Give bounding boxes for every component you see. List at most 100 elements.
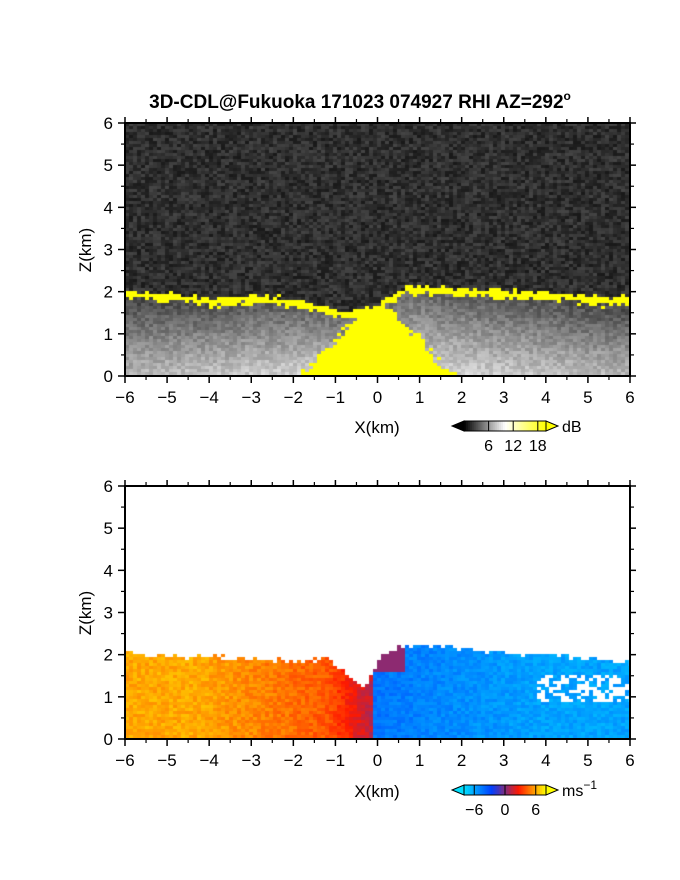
colorbar-segment [525, 785, 529, 795]
colorbar-segment [492, 785, 496, 795]
y-tick-label: 6 [104, 114, 113, 133]
x-tick-label: −3 [242, 751, 261, 770]
colorbar-segment [505, 421, 508, 431]
colorbar-tick-label: 6 [531, 802, 540, 819]
colorbar-segment [468, 421, 471, 431]
colorbar-segment [537, 421, 541, 431]
colorbar-segment [482, 421, 485, 431]
velocity-ticks: −6 −5 −4 −3 −2 −1 0 1 2 3 4 5 6 0 1 2 3 4 5 6 [104, 477, 636, 770]
velocity-colorbar: −6 0 6 ms−1 [450, 778, 597, 819]
x-tick-label: 5 [583, 751, 592, 770]
colorbar-low-arrow [450, 420, 465, 432]
colorbar-segment [482, 785, 485, 795]
colorbar-tick-label: 12 [504, 438, 522, 455]
colorbar-segment [480, 421, 483, 431]
y-tick-label: 0 [104, 367, 113, 386]
colorbar-segment [498, 421, 502, 431]
x-tick-label: −1 [326, 388, 345, 407]
colorbar-segment [488, 785, 492, 795]
colorbar-segment [541, 785, 545, 795]
colorbar-tick-label: −6 [465, 802, 483, 819]
colorbar-segment [500, 785, 504, 795]
colorbar-tick-label: 18 [529, 438, 547, 455]
colorbar-segment [531, 421, 535, 431]
colorbar-segment [500, 421, 504, 431]
colorbar-segment [537, 785, 541, 795]
colorbar-segment [505, 785, 508, 795]
colorbar-segment [474, 785, 477, 795]
colorbar-segment [486, 421, 490, 431]
velocity-xlabel: X(km) [354, 782, 399, 801]
x-tick-label: 6 [625, 388, 634, 407]
y-tick-label: 4 [104, 561, 113, 580]
colorbar-segment [484, 421, 488, 431]
colorbar-segment [476, 421, 479, 431]
y-tick-label: 1 [104, 688, 113, 707]
x-tick-label: −1 [326, 751, 345, 770]
x-tick-label: 2 [457, 751, 466, 770]
colorbar-segment [517, 785, 520, 795]
colorbar-segment [509, 785, 512, 795]
x-tick-label: 1 [415, 751, 424, 770]
colorbar-segment [533, 785, 537, 795]
x-tick-label: −3 [242, 388, 261, 407]
colorbar-segment [502, 785, 506, 795]
colorbar-tick-label: 6 [484, 438, 493, 455]
y-tick-label: 3 [104, 604, 113, 623]
x-tick-label: 1 [415, 388, 424, 407]
colorbar-segment [502, 421, 506, 431]
colorbar-segment [478, 785, 481, 795]
colorbar-high-arrow [545, 784, 560, 796]
colorbar-frame [463, 420, 547, 432]
figure-title: 3D-CDL@Fukuoka 171023 074927 RHI AZ=292o [149, 89, 571, 113]
colorbar-segment [535, 785, 539, 795]
x-tick-label: 6 [625, 751, 634, 770]
colorbar-segment [472, 785, 475, 795]
colorbar-segment [513, 421, 516, 431]
colorbar-segment [466, 421, 469, 431]
colorbar-segment [478, 421, 481, 431]
colorbar-segment [525, 421, 529, 431]
colorbar-tick-label: 0 [501, 802, 510, 819]
colorbar-segment [498, 785, 502, 795]
colorbar-segment [474, 421, 477, 431]
colorbar-segment [507, 785, 510, 795]
x-tick-label: 4 [541, 751, 550, 770]
y-tick-label: 5 [104, 519, 113, 538]
colorbar-segment [539, 421, 543, 431]
colorbar-segment [484, 785, 488, 795]
x-tick-label: 0 [373, 751, 382, 770]
colorbar-segment [543, 785, 547, 795]
colorbar-segment [490, 421, 494, 431]
x-tick-label: −5 [157, 388, 176, 407]
y-tick-label: 0 [104, 730, 113, 749]
reflectivity-xlabel: X(km) [354, 418, 399, 437]
x-tick-label: −5 [157, 751, 176, 770]
colorbar-segment [515, 421, 518, 431]
colorbar-segment [523, 785, 526, 795]
colorbar-segment [533, 421, 537, 431]
colorbar-segment [494, 421, 498, 431]
colorbar-segment [513, 785, 516, 795]
x-tick-label: 4 [541, 388, 550, 407]
colorbar-segment [527, 421, 531, 431]
colorbar-segment [543, 421, 547, 431]
colorbar-segment [507, 421, 510, 431]
colorbar-segment [521, 785, 524, 795]
colorbar-low-arrow [450, 784, 465, 796]
colorbar-segment [472, 421, 475, 431]
colorbar-segment [535, 421, 539, 431]
colorbar-unit-superscript: −1 [583, 778, 597, 792]
x-tick-label: −6 [115, 751, 134, 770]
colorbar-segment [486, 785, 490, 795]
colorbar-high-arrow [545, 420, 560, 432]
reflectivity-colorbar: 6 12 18 dB [450, 419, 582, 455]
figure-title-degree: o [564, 89, 571, 103]
colorbar-segment [470, 785, 473, 795]
figure-title-text: 3D-CDL@Fukuoka 171023 074927 RHI AZ=292 [149, 92, 563, 113]
x-tick-label: 2 [457, 388, 466, 407]
y-tick-label: 3 [104, 241, 113, 260]
colorbar-segment [521, 421, 524, 431]
